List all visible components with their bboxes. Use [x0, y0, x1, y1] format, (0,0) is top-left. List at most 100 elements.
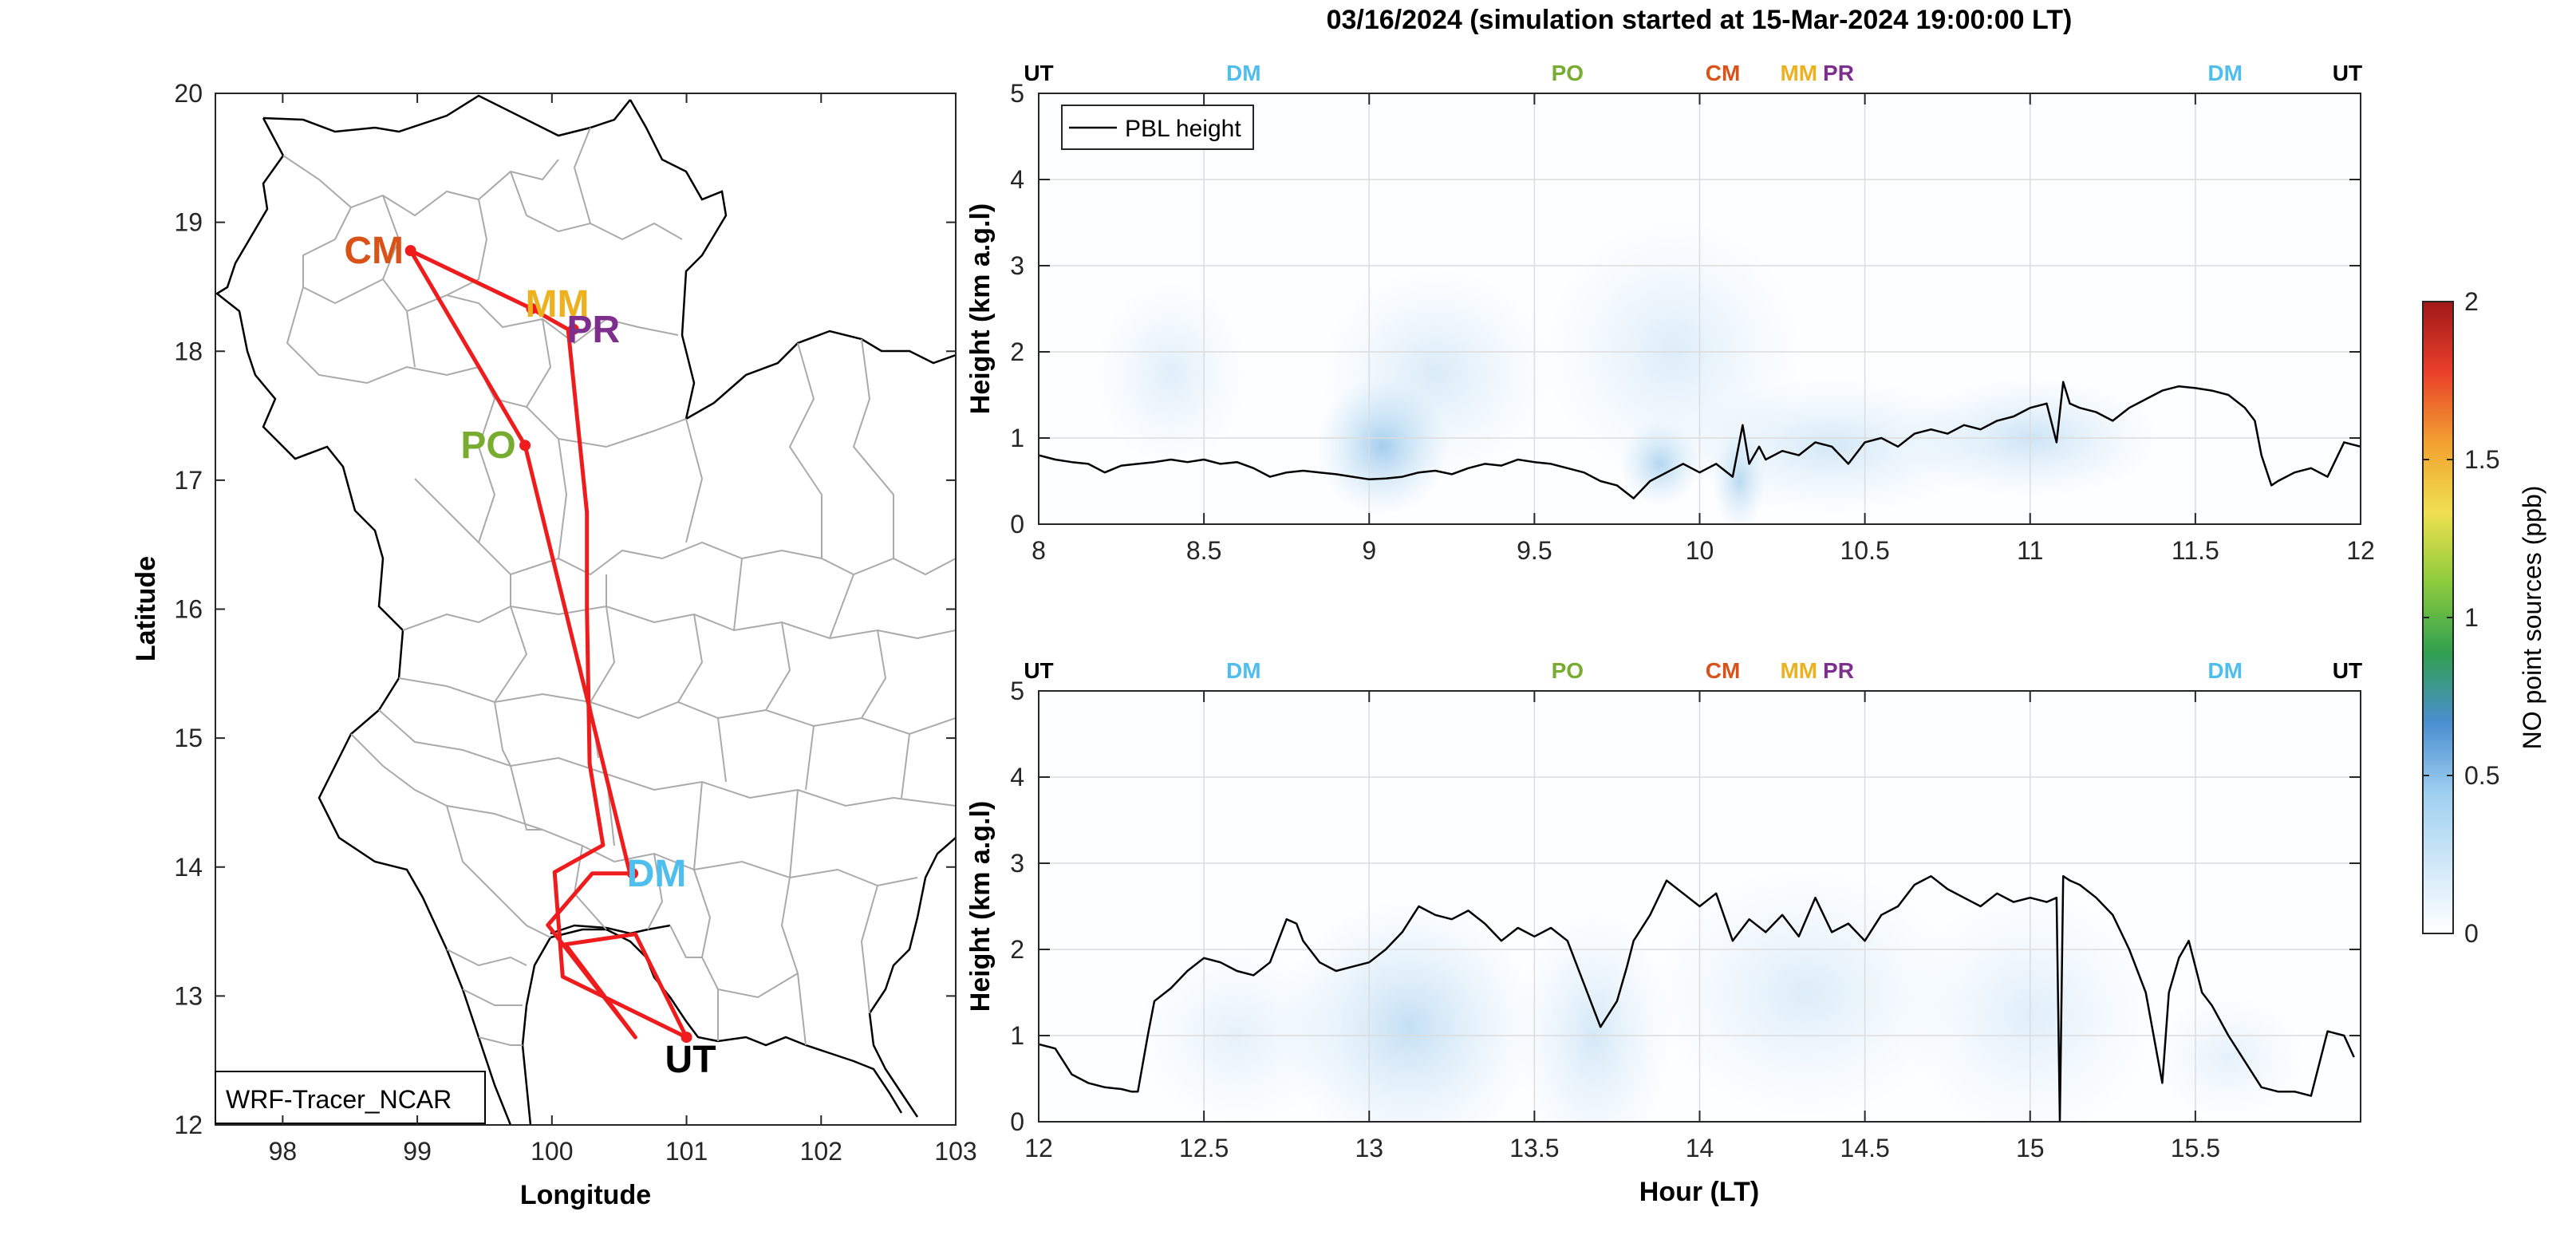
site-time-label-pr: PR — [1823, 61, 1854, 85]
xtick-label: 12 — [2346, 536, 2375, 565]
xtick-label: 11 — [2017, 536, 2043, 565]
model-label-box: WRF-Tracer_NCAR — [215, 1071, 486, 1124]
model-label: WRF-Tracer_NCAR — [226, 1085, 452, 1114]
colorbar: 0 0.5 1 1.5 2 NO point sources (ppb) — [2422, 287, 2546, 948]
country-border — [215, 117, 512, 1125]
xtick-label: 14.5 — [1840, 1134, 1889, 1162]
map-xtick-label: 102 — [800, 1137, 842, 1166]
top-tracer-field — [1091, 214, 2163, 524]
province-boundaries — [282, 127, 956, 1046]
route-line — [408, 248, 688, 1040]
ytick-label: 1 — [1010, 424, 1024, 452]
site-label-ut: UT — [665, 1039, 716, 1081]
site-marker-cm — [404, 245, 416, 257]
ytick-label: 3 — [1010, 849, 1024, 878]
colorbar-tick-label: 1 — [2464, 603, 2479, 632]
colorbar-tick-label: 0.5 — [2464, 761, 2499, 790]
ytick-label: 1 — [1010, 1021, 1024, 1050]
site-marker-mm — [526, 302, 538, 314]
map-boundaries — [215, 94, 956, 1125]
map-xtick-label: 103 — [934, 1137, 976, 1166]
site-label-cm: CM — [344, 230, 404, 272]
ytick-label: 4 — [1010, 763, 1024, 791]
xtick-label: 11.5 — [2172, 536, 2219, 565]
gulf-coast-west — [521, 937, 552, 1125]
site-time-label-ut: UT — [1024, 658, 1053, 683]
map-ytick-label: 18 — [174, 337, 203, 365]
xtick-label: 10.5 — [1840, 536, 1889, 565]
colorbar-tick-label: 0 — [2464, 919, 2479, 948]
site-label-po: PO — [460, 424, 515, 467]
site-time-label-cm: CM — [1706, 658, 1741, 683]
northern-border — [262, 94, 728, 420]
xtick-label: 14 — [1686, 1134, 1714, 1162]
map-ytick-label: 15 — [174, 724, 203, 752]
colorbar-ticks: 0 0.5 1 1.5 2 — [2423, 287, 2499, 948]
site-marker-ut — [680, 1032, 692, 1044]
xtick-label: 10 — [1686, 536, 1714, 565]
ytick-label: 2 — [1010, 337, 1024, 366]
site-time-label-po: PO — [1552, 658, 1584, 683]
site-time-label-dm: DM — [2207, 61, 2243, 85]
bottom-tracer-field — [1131, 863, 2308, 1122]
colorbar-tick-label: 2 — [2464, 287, 2479, 316]
pbl-height-line — [1039, 381, 2361, 499]
site-time-label-mm: MM — [1780, 658, 1817, 683]
xtick-label: 15.5 — [2171, 1134, 2220, 1162]
xtick-label: 13.5 — [1509, 1134, 1559, 1162]
xtick-label: 13 — [1355, 1134, 1383, 1162]
bottom-ylabel: Height (km a.g.l) — [965, 801, 996, 1012]
map-ytick-label: 12 — [174, 1111, 203, 1139]
bottom-xlabel: Hour (LT) — [1639, 1177, 1759, 1207]
xtick-label: 9.5 — [1517, 536, 1552, 565]
map-ytick-label: 13 — [174, 981, 203, 1010]
figure-title: 03/16/2024 (simulation started at 15-Mar… — [1327, 5, 2073, 35]
bottom-site-labels: UT DM PO CM MM PR DM UT — [1024, 658, 2362, 683]
map-ytick-label: 14 — [174, 853, 203, 882]
xtick-label: 8 — [1032, 536, 1046, 565]
eastern-border — [685, 330, 956, 420]
ytick-label: 0 — [1010, 1107, 1024, 1136]
legend: PBL height — [1061, 105, 1254, 150]
site-time-label-dm: DM — [1226, 658, 1261, 683]
site-marker-pr — [567, 323, 579, 335]
map-ytick-label: 17 — [174, 466, 203, 495]
map-axes: 98 99 100 101 102 103 12 13 14 15 16 17 18 19 20 — [174, 79, 976, 1166]
map-ytick-label: 16 — [174, 595, 203, 624]
ytick-label: 5 — [1010, 79, 1024, 108]
map-ytick-label: 19 — [174, 208, 203, 237]
map-ytick-label: 20 — [174, 79, 203, 108]
site-time-label-ut: UT — [2333, 61, 2362, 85]
ytick-label: 0 — [1010, 510, 1024, 539]
map-xtick-label: 100 — [531, 1137, 573, 1166]
site-time-label-ut: UT — [2333, 658, 2362, 683]
ytick-label: 2 — [1010, 935, 1024, 964]
map-xtick-label: 99 — [403, 1137, 432, 1166]
pbl-height-line — [1039, 874, 2355, 1122]
site-label-pr: PR — [566, 309, 620, 351]
site-marker-dm — [627, 867, 639, 879]
map-xtick-label: 101 — [665, 1137, 708, 1166]
colorbar-label: NO point sources (ppb) — [2518, 486, 2546, 750]
bottom-pbl-line — [1039, 874, 2355, 1122]
site-label-mm: MM — [526, 283, 590, 326]
site-marker-po — [519, 440, 531, 452]
southeastern-border — [868, 837, 956, 1118]
xtick-label: 8.5 — [1186, 536, 1221, 565]
flight-route — [408, 248, 688, 1040]
ytick-label: 3 — [1010, 251, 1024, 280]
map-ylabel: Latitude — [131, 556, 161, 661]
site-time-label-mm: MM — [1780, 61, 1817, 85]
top-site-labels: UT DM PO CM MM PR DM UT — [1024, 61, 2362, 85]
xtick-label: 12.5 — [1179, 1134, 1229, 1162]
colorbar-tick-label: 1.5 — [2464, 445, 2499, 474]
bangkok-coast — [550, 924, 671, 935]
site-time-label-po: PO — [1552, 61, 1584, 85]
site-time-label-ut: UT — [1024, 61, 1053, 85]
site-time-label-dm: DM — [2207, 658, 2243, 683]
